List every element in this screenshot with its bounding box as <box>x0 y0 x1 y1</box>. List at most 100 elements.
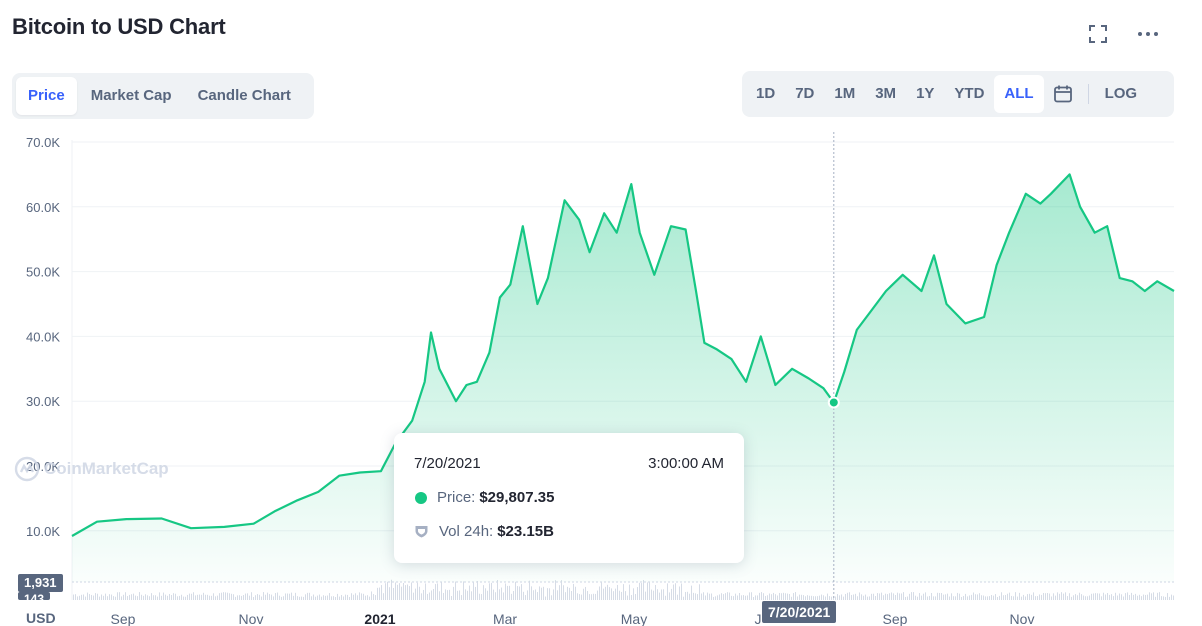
volume-bar <box>1007 593 1008 600</box>
volume-bar <box>1123 596 1124 600</box>
volume-bar <box>531 586 532 600</box>
volume-bar <box>147 595 148 600</box>
volume-bar <box>679 586 680 600</box>
volume-bar <box>153 595 154 600</box>
volume-bar <box>503 592 504 600</box>
volume-bar <box>773 592 774 600</box>
volume-bar <box>1111 594 1112 600</box>
volume-bar <box>421 593 422 600</box>
volume-bar <box>1089 595 1090 600</box>
volume-bar <box>751 592 752 600</box>
volume-bar <box>669 592 670 600</box>
range-1m[interactable]: 1M <box>834 85 856 102</box>
y-tick-label: 60.0K <box>26 200 60 215</box>
volume-bar <box>1021 596 1022 600</box>
volume-bar <box>777 595 778 600</box>
volume-bar <box>333 596 334 600</box>
volume-bar <box>801 594 802 600</box>
volume-bar <box>835 596 836 600</box>
volume-bar <box>811 595 812 600</box>
tab-price[interactable]: Price <box>16 77 77 115</box>
fullscreen-icon[interactable] <box>1086 22 1110 46</box>
range-ytd[interactable]: YTD <box>954 85 985 102</box>
volume-bar <box>885 593 886 600</box>
volume-bar <box>1093 593 1094 600</box>
volume-bar <box>727 592 728 600</box>
volume-bar <box>1149 592 1150 600</box>
volume-bar <box>1033 592 1034 600</box>
volume-bar <box>473 581 474 600</box>
volume-bar <box>611 588 612 600</box>
volume-bar <box>675 583 676 600</box>
volume-bar <box>1091 593 1092 600</box>
volume-bar <box>139 592 140 600</box>
volume-bar <box>739 593 740 600</box>
volume-min-badge: 143 <box>18 592 51 600</box>
x-tick-label: May <box>621 611 647 626</box>
volume-bar <box>457 590 458 600</box>
log-scale-toggle[interactable]: LOG <box>1104 85 1138 102</box>
range-7d[interactable]: 7D <box>795 85 815 102</box>
volume-bar <box>873 593 874 600</box>
volume-bar <box>513 591 514 600</box>
volume-bar <box>933 596 934 600</box>
volume-bar <box>883 595 884 600</box>
volume-bar <box>135 595 136 600</box>
volume-bar <box>973 592 974 600</box>
volume-bar <box>1003 595 1004 600</box>
volume-bar <box>1011 595 1012 600</box>
volume-bar <box>239 595 240 600</box>
tab-market-cap[interactable]: Market Cap <box>90 87 172 104</box>
volume-bar <box>557 590 558 600</box>
volume-bar <box>897 592 898 600</box>
volume-bar <box>417 582 418 600</box>
volume-bar <box>581 594 582 600</box>
volume-bar <box>1103 592 1104 600</box>
volume-bar <box>875 596 876 600</box>
volume-bar <box>117 592 118 600</box>
volume-bar <box>967 596 968 600</box>
calendar-icon[interactable] <box>1044 75 1082 113</box>
volume-bar <box>497 579 498 600</box>
volume-bar <box>931 593 932 600</box>
volume-bar <box>1141 596 1142 600</box>
volume-bar <box>535 589 536 600</box>
volume-bar <box>451 596 452 600</box>
volume-bar <box>643 579 644 600</box>
volume-bar <box>243 595 244 600</box>
volume-bar <box>1107 593 1108 600</box>
volume-bar <box>771 594 772 600</box>
volume-bar <box>281 596 282 600</box>
watermark-text: CoinMarketCap <box>44 459 169 478</box>
volume-bar <box>657 589 658 600</box>
volume-bar <box>757 595 758 600</box>
volume-bar <box>959 593 960 600</box>
volume-bar <box>97 593 98 600</box>
volume-bar <box>543 586 544 600</box>
volume-bar <box>1125 593 1126 600</box>
volume-bar <box>1145 594 1146 600</box>
range-1d[interactable]: 1D <box>756 85 776 102</box>
volume-bar <box>131 594 132 600</box>
volume-bar <box>193 592 194 600</box>
volume-bar <box>845 593 846 600</box>
tab-candle-chart[interactable]: Candle Chart <box>197 87 291 104</box>
range-3m[interactable]: 3M <box>875 85 897 102</box>
volume-bar <box>101 594 102 600</box>
volume-bar <box>1131 592 1132 600</box>
volume-bar <box>825 596 826 600</box>
volume-bar <box>633 588 634 600</box>
more-horizontal-icon[interactable] <box>1136 22 1160 46</box>
range-all[interactable]: ALL <box>994 75 1044 113</box>
range-1y[interactable]: 1Y <box>916 85 935 102</box>
volume-bar <box>115 596 116 600</box>
volume-bar <box>685 591 686 600</box>
volume-bar <box>831 596 832 600</box>
volume-bar <box>1079 592 1080 600</box>
volume-bar <box>741 595 742 600</box>
volume-bar <box>1167 593 1168 600</box>
volume-bar <box>405 585 406 600</box>
tooltip-time: 3:00:00 AM <box>648 455 724 472</box>
volume-bar <box>391 579 392 600</box>
